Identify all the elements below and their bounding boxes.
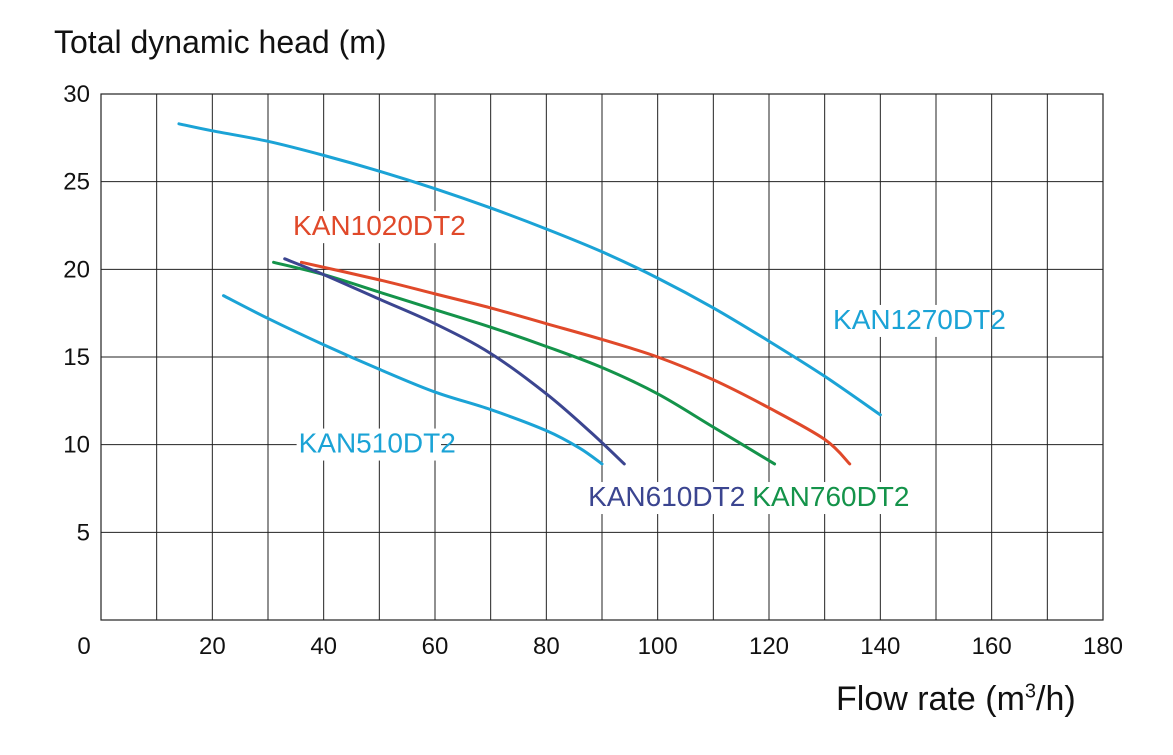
x-axis-title-end: /h) (1036, 680, 1076, 718)
series-label-kan510dt2: KAN510DT2 (299, 428, 456, 459)
series-label-kan1270dt2: KAN1270DT2 (833, 304, 1006, 335)
y-tick-label: 5 (77, 519, 90, 546)
series-lines (177, 122, 882, 466)
x-tick-label: 140 (860, 633, 900, 660)
x-tick-label: 160 (972, 633, 1012, 660)
series-label-background (291, 211, 452, 244)
y-tick-label: 10 (63, 432, 90, 459)
x-axis-title-superscript: 3 (1024, 680, 1037, 703)
plot-frame (100, 93, 1104, 621)
x-axis-title-main: Flow rate (m (836, 680, 1025, 718)
x-tick-label: 20 (199, 633, 226, 660)
x-tick-labels: 0 20 40 60 80 100 120 140 160 180 (77, 633, 1123, 660)
x-tick-label: 0 (77, 633, 90, 660)
x-tick-label: 120 (749, 633, 789, 660)
series-line-kan1020dt2 (299, 260, 852, 466)
y-tick-label: 15 (63, 344, 90, 371)
x-tick-label: 100 (638, 633, 678, 660)
series-label-background (586, 482, 731, 515)
x-tick-label: 80 (533, 633, 560, 660)
series-label-kan1020dt2: KAN1020DT2 (293, 210, 466, 241)
y-tick-label: 30 (63, 81, 90, 108)
y-axis-title: Total dynamic head (m) (54, 24, 387, 60)
series-line-kan610dt2 (283, 257, 626, 466)
series-label-kan760dt2: KAN760DT2 (752, 481, 909, 512)
plot-border (100, 93, 1104, 621)
series-line-kan1270dt2 (177, 122, 882, 417)
series-label-background (750, 482, 895, 515)
x-tick-label: 180 (1083, 633, 1123, 660)
y-tick-labels: 5 10 15 20 25 30 (63, 81, 90, 546)
series-line-kan510dt2 (221, 294, 604, 466)
grid (101, 94, 1103, 620)
series-line-kan760dt2 (272, 260, 777, 466)
x-tick-label: 40 (310, 633, 337, 660)
series-label-kan610dt2: KAN610DT2 (588, 481, 745, 512)
x-axis-title: Flow rate (m3/h) (836, 680, 1076, 719)
y-tick-label: 20 (63, 256, 90, 283)
y-tick-label: 25 (63, 169, 90, 196)
series-label-background (296, 428, 442, 461)
x-tick-label: 60 (422, 633, 449, 660)
series-label-background (831, 304, 992, 337)
